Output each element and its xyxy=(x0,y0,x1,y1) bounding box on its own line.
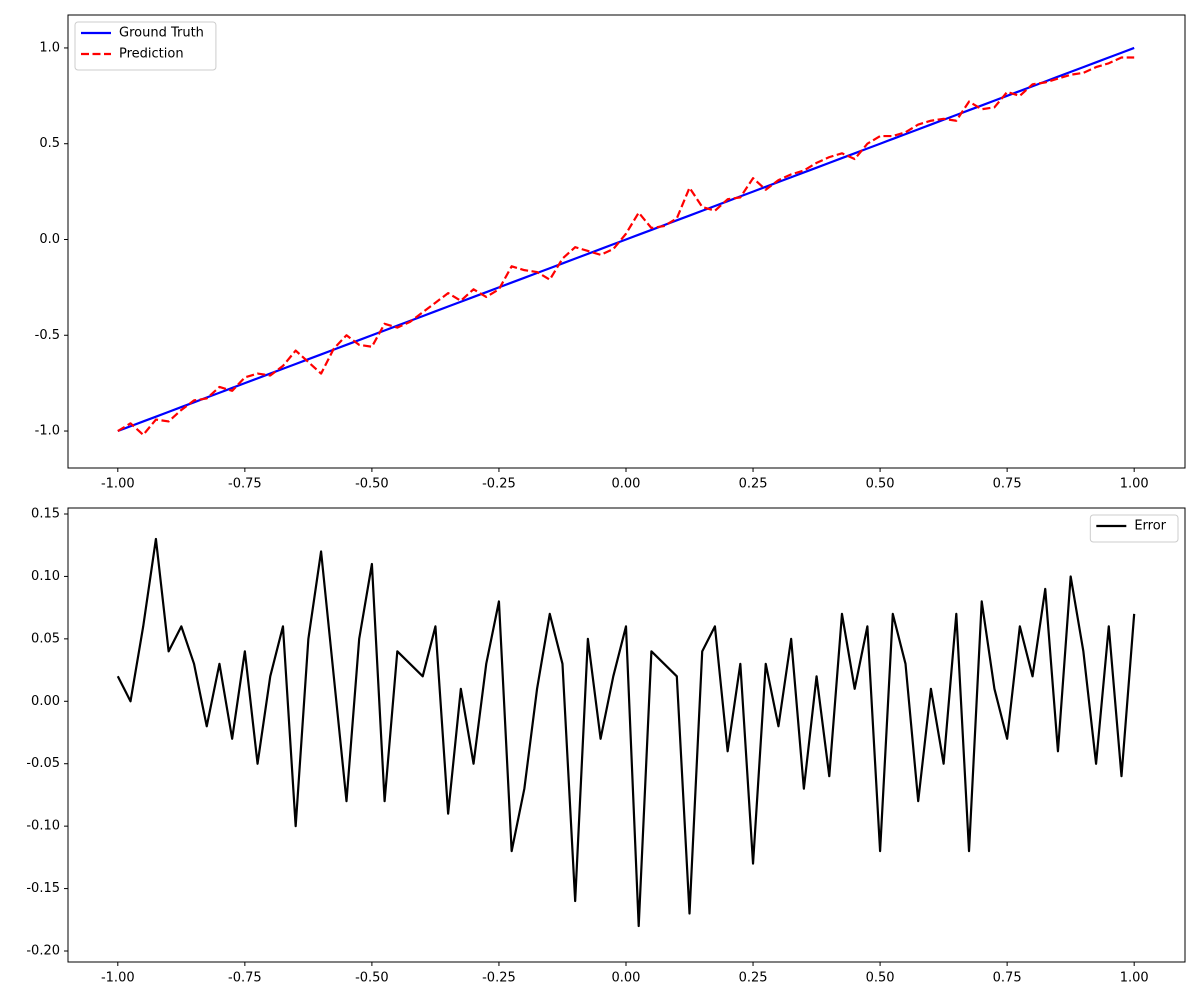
legend-label: Error xyxy=(1134,519,1166,534)
plot-area xyxy=(68,15,1185,468)
legend-label: Ground Truth xyxy=(119,26,204,41)
y-tick-label: -0.10 xyxy=(26,819,60,834)
y-tick-label: 0.0 xyxy=(39,232,60,247)
x-tick-label: 0.75 xyxy=(993,971,1022,986)
x-tick-label: 0.50 xyxy=(866,477,895,492)
y-tick-label: -0.20 xyxy=(26,944,60,959)
axes-frame xyxy=(67,14,1186,469)
x-tick-label: 1.00 xyxy=(1120,477,1149,492)
x-tick-label: -1.00 xyxy=(101,971,135,986)
axes: -1.00 -0.75 -0.50 -0.25 0.00 0.25 0.50 0.75 1.00… xyxy=(26,506,1186,986)
x-tick-label: 1.00 xyxy=(1120,971,1149,986)
series-line xyxy=(117,46,1135,433)
y-tick-label: 0.5 xyxy=(39,136,60,151)
x-tick-label: 0.25 xyxy=(739,477,768,492)
y-tick-label: -0.05 xyxy=(26,756,60,771)
x-tick-label: -0.25 xyxy=(482,971,516,986)
y-tick-label: 1.0 xyxy=(39,40,60,55)
axes-frame xyxy=(67,507,1186,963)
x-tick-label: 0.50 xyxy=(866,971,895,986)
x-tick-label: -1.00 xyxy=(101,477,135,492)
x-tick-label: -0.25 xyxy=(482,477,516,492)
y-tick-label: 0.10 xyxy=(31,569,60,584)
x-tick-label: 0.75 xyxy=(993,477,1022,492)
legend: Error xyxy=(1089,514,1179,543)
x-tick-label: -0.75 xyxy=(228,477,262,492)
legend: Ground Truth Prediction xyxy=(74,21,217,71)
y-tick-label: 0.15 xyxy=(31,506,60,521)
x-tick-label: 0.00 xyxy=(612,971,641,986)
x-tick-label: -0.75 xyxy=(228,971,262,986)
legend-label: Prediction xyxy=(119,47,184,62)
series-line xyxy=(116,537,1136,928)
legend-frame xyxy=(1089,514,1179,543)
y-tick-label: -0.5 xyxy=(35,328,60,343)
x-tick-label: 0.00 xyxy=(612,477,641,492)
axes: -1.00 -0.75 -0.50 -0.25 0.00 0.25 0.50 0.75 1.00… xyxy=(35,14,1186,492)
x-tick-label: 0.25 xyxy=(739,971,768,986)
y-tick-label: -1.0 xyxy=(35,424,60,439)
y-tick-label: 0.00 xyxy=(31,694,60,709)
y-tick-label: 0.05 xyxy=(31,631,60,646)
plot-area xyxy=(68,508,1185,962)
x-tick-label: -0.50 xyxy=(355,477,389,492)
x-tick-label: -0.50 xyxy=(355,971,389,986)
y-tick-label: -0.15 xyxy=(26,881,60,896)
series-line xyxy=(117,56,1135,436)
